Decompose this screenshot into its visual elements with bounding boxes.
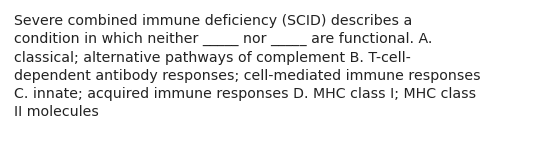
Text: Severe combined immune deficiency (SCID) describes a
condition in which neither : Severe combined immune deficiency (SCID)… — [14, 14, 480, 119]
